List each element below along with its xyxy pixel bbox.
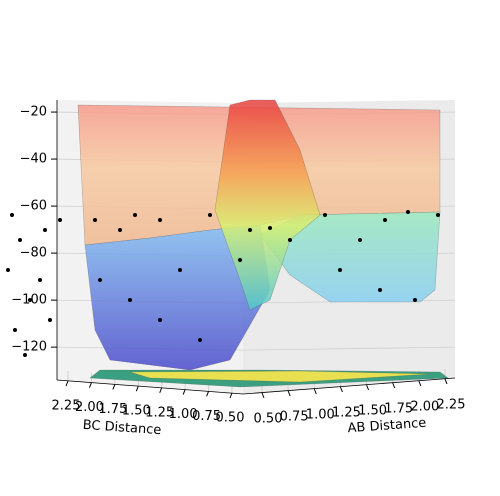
tick-mark <box>392 382 396 389</box>
y-axis <box>56 379 244 395</box>
x-tick-label: 2.25 <box>437 398 466 413</box>
y-tick-label: 1.75 <box>98 402 127 417</box>
y-tick-label: 0.75 <box>192 409 221 424</box>
x-tick-label: 1.25 <box>332 406 361 421</box>
tick-mark <box>261 392 265 399</box>
z-tick-label: −80 <box>20 246 47 261</box>
tick-mark <box>206 391 210 397</box>
tick-mark <box>229 392 233 399</box>
tick-mark <box>159 387 163 394</box>
tick-mark <box>112 384 116 390</box>
tick-mark <box>135 385 139 392</box>
tick-mark <box>287 390 291 397</box>
z-tick-label: −40 <box>20 152 47 167</box>
z-tick-label: −120 <box>11 340 47 355</box>
z-tick-label: −20 <box>20 105 47 120</box>
x-tick-label: 0.50 <box>254 412 283 427</box>
x-tick-label: 1.50 <box>358 404 387 419</box>
y-tick-label: 2.00 <box>75 400 104 415</box>
x-axis-label: AB Distance <box>347 416 427 436</box>
tick-mark <box>88 382 92 388</box>
grid-line <box>242 346 456 351</box>
surface <box>77 99 449 388</box>
y-tick-label: 1.25 <box>145 405 174 420</box>
z-tick-label: −100 <box>11 293 47 308</box>
z-tick-label: −60 <box>20 199 47 214</box>
y-tick-label: 1.50 <box>122 404 151 419</box>
x-tick-label: 1.00 <box>306 408 335 423</box>
tick-mark <box>418 380 422 387</box>
tick-mark <box>366 384 370 391</box>
x-tick-label: 2.00 <box>410 400 439 415</box>
tick-mark <box>65 380 69 387</box>
y-tick-label: 2.25 <box>52 399 81 414</box>
tick-mark <box>313 388 317 395</box>
x-tick-label: 0.75 <box>280 410 309 425</box>
scatter-points <box>6 210 440 357</box>
x-axis <box>242 377 456 395</box>
x-tick-label: 1.75 <box>384 402 413 417</box>
tick-mark <box>182 389 186 395</box>
tick-mark <box>444 378 448 385</box>
y-tick-label: 0.50 <box>216 411 245 426</box>
y-axis-label: BC Distance <box>82 418 162 438</box>
y-tick-label: 1.00 <box>169 407 198 422</box>
tick-mark <box>339 386 343 393</box>
